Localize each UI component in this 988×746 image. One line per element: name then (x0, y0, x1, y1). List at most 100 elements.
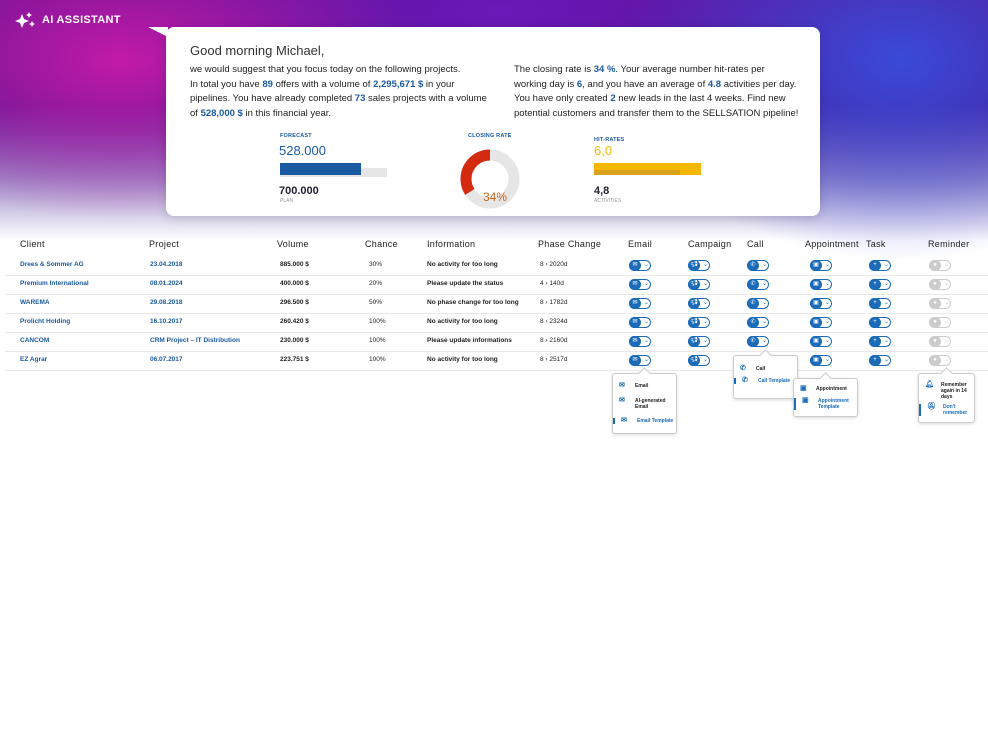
reminder-action-button[interactable]: ● ⌄ (929, 355, 951, 366)
chevron-down-icon[interactable]: ⌄ (883, 338, 889, 344)
email-action-button[interactable]: ✉ ⌄ (629, 298, 651, 309)
chevron-down-icon[interactable]: ⌄ (883, 262, 889, 268)
reminder-action-button[interactable]: ● ⌄ (929, 260, 951, 271)
email-action-button[interactable]: ✉ ⌄ (629, 317, 651, 328)
client-link[interactable]: EZ Agrar (20, 356, 48, 363)
chevron-down-icon[interactable]: ⌄ (883, 281, 889, 287)
reminder-action-button[interactable]: ● ⌄ (929, 317, 951, 328)
column-header-client[interactable]: Client (20, 239, 45, 249)
chevron-down-icon[interactable]: ⌄ (943, 281, 949, 287)
menu-item-call-template[interactable]: ✆ Call Template (734, 377, 790, 384)
chevron-down-icon[interactable]: ⌄ (643, 300, 649, 306)
client-link[interactable]: CANCOM (20, 337, 50, 344)
campaign-action-button[interactable]: 📢︎ ⌄ (688, 355, 710, 366)
appointment-action-button[interactable]: ▣ ⌄ (810, 279, 832, 290)
chevron-down-icon[interactable]: ⌄ (702, 357, 708, 363)
column-header-project[interactable]: Project (149, 239, 180, 249)
task-action-button[interactable]: + ⌄ (869, 279, 891, 290)
chevron-down-icon[interactable]: ⌄ (943, 319, 949, 325)
appointment-action-button[interactable]: ▣ ⌄ (810, 298, 832, 309)
campaign-action-button[interactable]: 📢︎ ⌄ (688, 260, 710, 271)
column-header-reminder[interactable]: Reminder (928, 239, 970, 249)
chevron-down-icon[interactable]: ⌄ (943, 357, 949, 363)
menu-item-appointment-template[interactable]: ▣ Appointment Template (794, 397, 854, 410)
menu-item-appointment[interactable]: ▣ Appointment (794, 385, 847, 392)
chevron-down-icon[interactable]: ⌄ (761, 319, 767, 325)
campaign-action-button[interactable]: 📢︎ ⌄ (688, 317, 710, 328)
appointment-action-button[interactable]: ▣ ⌄ (810, 317, 832, 328)
call-action-button[interactable]: ✆⌄ (747, 317, 769, 328)
chevron-down-icon[interactable]: ⌄ (643, 262, 649, 268)
column-header-call[interactable]: Call (747, 239, 764, 249)
column-header-appointment[interactable]: Appointment (805, 239, 859, 249)
task-action-button[interactable]: + ⌄ (869, 336, 891, 347)
column-header-task[interactable]: Task (866, 239, 886, 249)
task-action-button[interactable]: + ⌄ (869, 298, 891, 309)
campaign-action-button[interactable]: 📢︎ ⌄ (688, 336, 710, 347)
chevron-down-icon[interactable]: ⌄ (643, 319, 649, 325)
chevron-down-icon[interactable]: ⌄ (883, 357, 889, 363)
menu-item-ai-email[interactable]: ✉ AI-generated Email (613, 397, 669, 410)
chevron-down-icon[interactable]: ⌄ (761, 281, 767, 287)
chevron-down-icon[interactable]: ⌄ (761, 338, 767, 344)
column-header-chance[interactable]: Chance (365, 239, 398, 249)
appointment-action-button[interactable]: ▣ ⌄ (810, 355, 832, 366)
call-action-button[interactable]: ✆⌄ (747, 298, 769, 309)
chevron-down-icon[interactable]: ⌄ (883, 319, 889, 325)
menu-item-call[interactable]: ✆ Call (734, 365, 765, 372)
column-header-campaign[interactable]: Campaign (688, 239, 732, 249)
chevron-down-icon[interactable]: ⌄ (824, 319, 830, 325)
email-action-button[interactable]: ✉ ⌄ (629, 336, 651, 347)
column-header-information[interactable]: Information (427, 239, 476, 249)
reminder-action-button[interactable]: ● ⌄ (929, 298, 951, 309)
reminder-action-button[interactable]: ● ⌄ (929, 336, 951, 347)
chevron-down-icon[interactable]: ⌄ (943, 338, 949, 344)
client-link[interactable]: Premium International (20, 280, 89, 287)
email-action-button[interactable]: ✉ ⌄ (629, 260, 651, 271)
chevron-down-icon[interactable]: ⌄ (702, 281, 708, 287)
column-header-volume[interactable]: Volume (277, 239, 309, 249)
column-header-email[interactable]: Email (628, 239, 653, 249)
call-action-button[interactable]: ✆⌄ (747, 336, 769, 347)
chevron-down-icon[interactable]: ⌄ (824, 338, 830, 344)
chevron-down-icon[interactable]: ⌄ (824, 262, 830, 268)
project-link[interactable]: 08.01.2024 (150, 280, 183, 287)
chevron-down-icon[interactable]: ⌄ (643, 357, 649, 363)
client-link[interactable]: Drees & Sommer AG (20, 261, 84, 268)
campaign-action-button[interactable]: 📢︎ ⌄ (688, 298, 710, 309)
campaign-action-button[interactable]: 📢︎ ⌄ (688, 279, 710, 290)
column-header-phase-change[interactable]: Phase Change (538, 239, 602, 249)
project-link[interactable]: 06.07.2017 (150, 356, 183, 363)
chevron-down-icon[interactable]: ⌄ (824, 300, 830, 306)
chevron-down-icon[interactable]: ⌄ (702, 262, 708, 268)
chevron-down-icon[interactable]: ⌄ (702, 300, 708, 306)
email-action-button[interactable]: ✉ ⌄ (629, 279, 651, 290)
chevron-down-icon[interactable]: ⌄ (702, 319, 708, 325)
task-action-button[interactable]: + ⌄ (869, 355, 891, 366)
reminder-action-button[interactable]: ● ⌄ (929, 279, 951, 290)
chevron-down-icon[interactable]: ⌄ (824, 357, 830, 363)
call-action-button[interactable]: ✆⌄ (747, 279, 769, 290)
menu-item-email[interactable]: ✉ Email (613, 382, 648, 389)
task-action-button[interactable]: + ⌄ (869, 260, 891, 271)
chevron-down-icon[interactable]: ⌄ (883, 300, 889, 306)
call-action-button[interactable]: ✆⌄ (747, 260, 769, 271)
chevron-down-icon[interactable]: ⌄ (943, 300, 949, 306)
client-link[interactable]: Prolicht Holding (20, 318, 71, 325)
project-link[interactable]: 16.10.2017 (150, 318, 183, 325)
email-action-button[interactable]: ✉ ⌄ (629, 355, 651, 366)
project-link[interactable]: 29.08.2018 (150, 299, 183, 306)
chevron-down-icon[interactable]: ⌄ (761, 300, 767, 306)
appointment-action-button[interactable]: ▣ ⌄ (810, 260, 832, 271)
client-link[interactable]: WAREMA (20, 299, 50, 306)
chevron-down-icon[interactable]: ⌄ (643, 338, 649, 344)
menu-item-dont-remind[interactable]: 🔕︎ Don't remember (919, 403, 973, 416)
task-action-button[interactable]: + ⌄ (869, 317, 891, 328)
chevron-down-icon[interactable]: ⌄ (943, 262, 949, 268)
menu-item-email-template[interactable]: ✉ Email Template (613, 417, 673, 424)
chevron-down-icon[interactable]: ⌄ (824, 281, 830, 287)
chevron-down-icon[interactable]: ⌄ (702, 338, 708, 344)
chevron-down-icon[interactable]: ⌄ (643, 281, 649, 287)
menu-item-remind-14-days[interactable]: 🔔︎ Remember again in 14 days (919, 381, 979, 400)
appointment-action-button[interactable]: ▣ ⌄ (810, 336, 832, 347)
